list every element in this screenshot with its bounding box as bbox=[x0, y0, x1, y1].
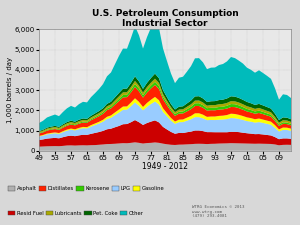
X-axis label: 1949 - 2012: 1949 - 2012 bbox=[142, 162, 188, 171]
Title: U.S. Petroleum Consumption
Industrial Sector: U.S. Petroleum Consumption Industrial Se… bbox=[92, 9, 238, 29]
Y-axis label: 1,000 barrels / day: 1,000 barrels / day bbox=[7, 57, 13, 123]
Legend: Asphalt, Distillates, Kerosene, LPG, Gasoline: Asphalt, Distillates, Kerosene, LPG, Gas… bbox=[6, 184, 166, 193]
Legend: Resid Fuel, Lubricants, Pet. Coke, Other: Resid Fuel, Lubricants, Pet. Coke, Other bbox=[6, 209, 146, 218]
Text: WTRG Economics © 2013
www.wtrg.com
(479) 293-4081: WTRG Economics © 2013 www.wtrg.com (479)… bbox=[192, 205, 244, 218]
